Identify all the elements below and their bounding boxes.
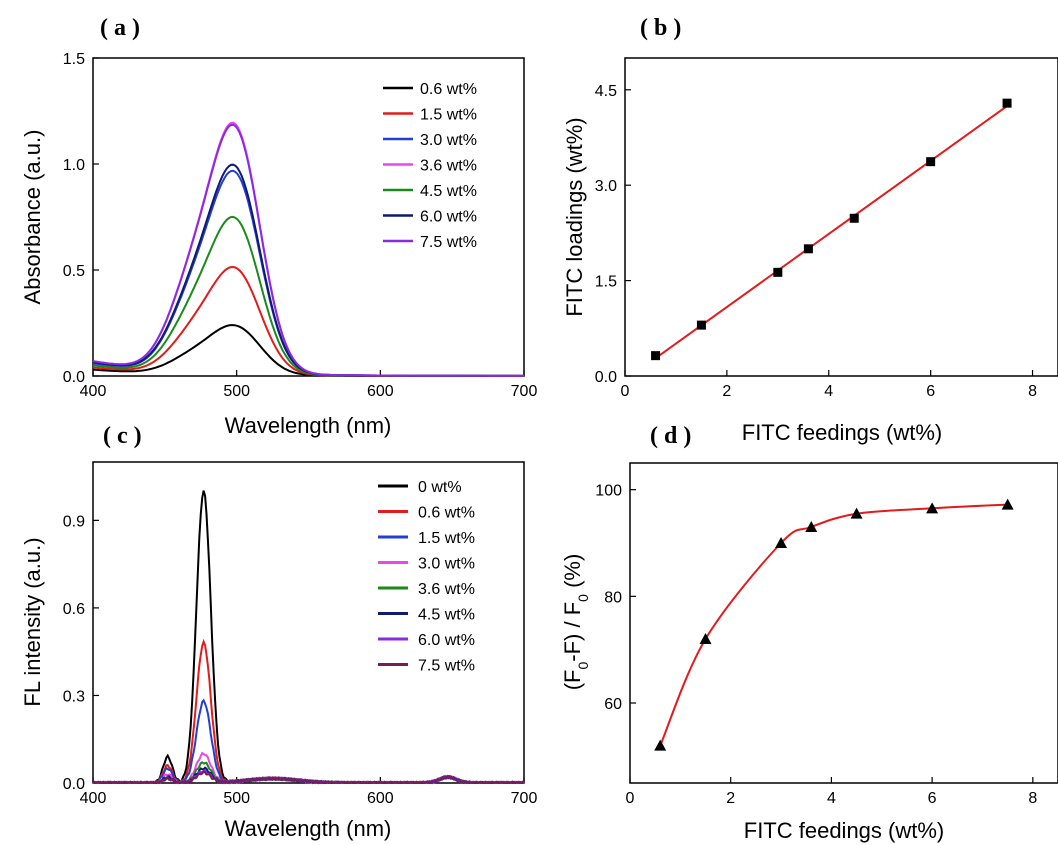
y-tick-label: 100	[595, 483, 622, 500]
panel-c-label: ( c )	[103, 423, 142, 449]
y-tick-label: 0.9	[63, 513, 85, 530]
panel-a-frame	[92, 57, 525, 377]
legend-label: 3.6 wt%	[420, 158, 477, 175]
x-tick-label: 600	[367, 383, 394, 400]
panel-d-frame	[629, 462, 1058, 784]
legend-label: 6.0 wt%	[420, 209, 477, 226]
panel-d-series	[654, 498, 1014, 751]
legend-label: 4.5 wt%	[420, 183, 477, 200]
panel-b-frame	[624, 57, 1058, 377]
x-tick-label: 500	[223, 790, 250, 807]
y-tick-label: 0.0	[595, 369, 617, 386]
legend-label: 3.0 wt%	[420, 132, 477, 149]
x-tick-label: 500	[223, 383, 250, 400]
y-tick-label: 0.5	[63, 263, 85, 280]
y-tick-label: 80	[604, 589, 622, 606]
panel-c-xlabel: Wavelength (nm)	[225, 816, 392, 841]
y-tick-label: 0.6	[63, 601, 85, 618]
panel-b: ( b ) 0 2 4 6 8 0.0 1.5 3.0 4.5 FITC feedings (w…	[562, 15, 1058, 445]
fit-curve	[659, 503, 1008, 747]
panel-b-ticks: 0 2 4 6 8 0.0 1.5 3.0 4.5	[595, 83, 1037, 400]
panel-a-ylabel: Absorbance (a.u.)	[20, 130, 45, 305]
series-line	[92, 123, 524, 377]
x-tick-label: 400	[80, 383, 107, 400]
x-tick-label: 600	[367, 790, 394, 807]
x-tick-label: 700	[511, 790, 538, 807]
data-point	[651, 351, 661, 361]
panel-d-label: ( d )	[650, 423, 691, 449]
y-tick-label: 4.5	[595, 83, 617, 100]
panel-a-xlabel: Wavelength (nm)	[225, 413, 392, 438]
panel-a-series	[92, 121, 524, 377]
x-tick-label: 4	[824, 383, 833, 400]
panel-a-legend: 0.6 wt% 1.5 wt% 3.0 wt% 3.6 wt% 4.5 wt% 6.0 w…	[383, 81, 477, 251]
legend-label: 4.5 wt%	[418, 607, 475, 624]
panel-a-label: ( a )	[100, 15, 140, 41]
panel-c-series	[92, 490, 525, 785]
legend-label: 0 wt%	[418, 479, 462, 496]
panel-b-ylabel: FITC loadings (wt%)	[562, 117, 587, 316]
data-point	[850, 507, 863, 519]
series-line	[92, 770, 525, 785]
legend-label: 0.6 wt%	[418, 505, 475, 522]
panel-c-legend: 0 wt% 0.6 wt% 1.5 wt% 3.0 wt% 3.6 wt% 4.5 wt…	[378, 479, 475, 675]
x-tick-label: 400	[80, 790, 107, 807]
data-point	[699, 633, 712, 644]
y-tick-label: 0.3	[63, 688, 85, 705]
data-point	[803, 244, 813, 254]
panel-a: ( a ) 400 500 600 700 0.0 0.5 1.0 1.5 0.6 wt% 1.…	[20, 15, 537, 438]
x-tick-label: 0	[626, 790, 635, 807]
panel-d-xlabel: FITC feedings (wt%)	[744, 818, 945, 843]
data-point	[773, 267, 783, 277]
fit-line	[654, 105, 1008, 359]
panel-d: ( d ) 0 2 4 6 8 60 80 100 FITC feedings (wt%) (…	[560, 423, 1058, 843]
x-tick-label: 2	[726, 790, 735, 807]
data-point	[926, 502, 939, 514]
panel-b-label: ( b )	[640, 15, 681, 41]
legend-label: 7.5 wt%	[418, 658, 475, 675]
y-tick-label: 1.5	[595, 274, 617, 291]
x-tick-label: 8	[1028, 383, 1037, 400]
panel-b-series	[651, 98, 1012, 361]
legend-label: 3.6 wt%	[418, 581, 475, 598]
panel-c-ticks: 400 500 600 700 0.0 0.3 0.6 0.9	[63, 513, 538, 807]
panel-d-ticks: 0 2 4 6 8 60 80 100	[595, 483, 1037, 807]
data-point	[849, 213, 859, 223]
legend-label: 6.0 wt%	[418, 632, 475, 649]
series-line	[92, 265, 524, 377]
x-tick-label: 6	[928, 790, 937, 807]
series-line	[93, 698, 525, 785]
panel-c: ( c ) 400 500 600 700 0.0 0.3 0.6 0.9 0 wt% 0.6 …	[20, 423, 537, 841]
x-tick-label: 0	[621, 383, 630, 400]
panel-a-ticks: 400 500 600 700 0.0 0.5 1.0 1.5	[63, 51, 538, 400]
y-tick-label: 1.5	[63, 51, 85, 68]
panel-d-ylabel: (F0-F) / F0 (%)	[560, 554, 591, 691]
data-point	[926, 157, 936, 167]
legend-label: 1.5 wt%	[420, 107, 477, 124]
y-tick-label: 1.0	[63, 157, 85, 174]
y-tick-label: 60	[604, 696, 622, 713]
data-point	[775, 537, 788, 548]
legend-label: 7.5 wt%	[420, 234, 477, 251]
panel-b-xlabel: FITC feedings (wt%)	[742, 420, 943, 445]
legend-label: 3.0 wt%	[418, 556, 475, 573]
y-tick-label: 3.0	[595, 178, 617, 195]
x-tick-label: 700	[511, 383, 538, 400]
x-tick-label: 2	[722, 383, 731, 400]
y-tick-label: 0.0	[63, 369, 85, 386]
data-point	[1002, 98, 1012, 108]
x-tick-label: 4	[827, 790, 836, 807]
data-point	[1001, 498, 1014, 510]
x-tick-label: 6	[926, 383, 935, 400]
y-tick-label: 0.0	[63, 776, 85, 793]
data-point	[696, 320, 706, 330]
x-tick-label: 8	[1028, 790, 1037, 807]
legend-label: 1.5 wt%	[418, 530, 475, 547]
data-point	[654, 739, 667, 751]
data-point	[805, 521, 818, 532]
legend-label: 0.6 wt%	[420, 81, 477, 98]
panel-c-ylabel: FL intensity (a.u.)	[20, 537, 45, 706]
